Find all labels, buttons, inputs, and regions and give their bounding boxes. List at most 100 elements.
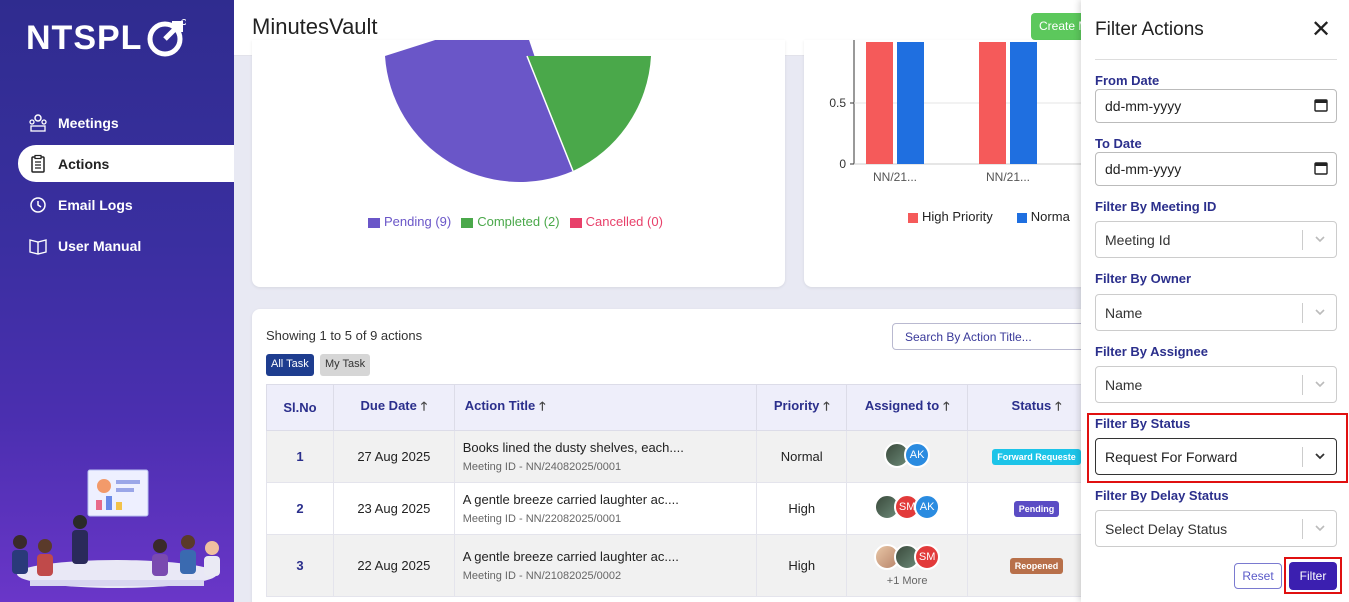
filter-panel-title: Filter Actions bbox=[1095, 19, 1204, 40]
col-sl-no: Sl.No bbox=[266, 384, 334, 431]
tab-my-task[interactable]: My Task bbox=[320, 354, 371, 376]
actions-table: Sl.No Due Date 🡑 Action Title 🡑 Priority 🡑 … bbox=[266, 384, 1106, 597]
sidebar-item-email-logs[interactable]: Email Logs bbox=[18, 186, 234, 223]
sort-arrow-icon[interactable]: 🡑 bbox=[823, 399, 830, 413]
x-tick-label: NN/21... bbox=[986, 170, 1030, 184]
search-input[interactable]: Search By Action Title... bbox=[892, 323, 1102, 350]
bar-high bbox=[866, 42, 893, 164]
cell-priority: High bbox=[756, 534, 848, 597]
select-separator bbox=[1302, 375, 1303, 395]
y-tick-label: 0.5 bbox=[829, 96, 846, 110]
calendar-icon[interactable] bbox=[1314, 161, 1328, 175]
tab-all-task[interactable]: All Task bbox=[266, 354, 314, 376]
sidebar-item-label: User Manual bbox=[58, 237, 142, 254]
clipboard-icon bbox=[28, 154, 48, 174]
status-select[interactable]: Request For Forward bbox=[1095, 438, 1337, 475]
status-highlight-box bbox=[1087, 413, 1348, 483]
cell-priority: Normal bbox=[756, 430, 848, 483]
legend-label: Pending (9) bbox=[384, 214, 452, 229]
delay-status-label: Filter By Delay Status bbox=[1095, 488, 1229, 503]
legend-item-cancelled[interactable]: Cancelled (0) bbox=[569, 214, 663, 229]
cell-sl: 2 bbox=[266, 482, 334, 535]
calendar-icon[interactable] bbox=[1314, 98, 1328, 112]
sidebar-item-meetings[interactable]: Meetings bbox=[18, 104, 234, 141]
meeting-id-text: Meeting ID - NN/22082025/0001 bbox=[462, 513, 622, 525]
avatar-initials[interactable]: AK bbox=[904, 442, 931, 468]
col-action-title[interactable]: Action Title 🡑 bbox=[453, 384, 758, 431]
sort-arrow-icon[interactable]: 🡑 bbox=[943, 399, 950, 413]
owner-select[interactable]: Name bbox=[1095, 294, 1337, 331]
sidebar-item-label: Actions bbox=[58, 155, 110, 172]
col-priority[interactable]: Priority 🡑 bbox=[756, 384, 848, 431]
bar-normal bbox=[1010, 42, 1037, 164]
status-label: Filter By Status bbox=[1095, 416, 1191, 431]
to-date-field[interactable]: dd-mm-yyyy bbox=[1095, 152, 1337, 186]
assignee-select[interactable]: Name bbox=[1095, 366, 1337, 403]
cell-due-date: 22 Aug 2025 bbox=[332, 534, 455, 597]
sort-arrow-icon[interactable]: 🡑 bbox=[420, 399, 428, 413]
chevron-down-icon[interactable] bbox=[1313, 521, 1327, 535]
meeting-id-label: Filter By Meeting ID bbox=[1095, 199, 1217, 214]
status-pie-chart bbox=[385, 40, 651, 182]
table-row[interactable]: 2 23 Aug 2025 A gentle breeze carried la… bbox=[266, 482, 1106, 535]
filter-button[interactable]: Filter bbox=[1289, 562, 1337, 590]
logo-mark-icon bbox=[147, 19, 187, 57]
cell-action-title[interactable]: A gentle breeze carried laughter ac.... … bbox=[453, 534, 758, 597]
select-separator bbox=[1302, 230, 1303, 250]
status-badge: Reopened bbox=[1009, 558, 1064, 574]
x-tick-label: NN/21... bbox=[873, 170, 917, 184]
action-title-text: A gentle breeze carried laughter ac.... bbox=[462, 549, 679, 564]
chevron-down-icon[interactable] bbox=[1313, 305, 1327, 319]
legend-item-normal[interactable]: Norma bbox=[1016, 209, 1070, 224]
cell-sl: 3 bbox=[266, 534, 334, 597]
legend-item-pending[interactable]: Pending (9) bbox=[368, 214, 451, 229]
meeting-id-text: Meeting ID - NN/24082025/0001 bbox=[462, 461, 622, 473]
cell-action-title[interactable]: Books lined the dusty shelves, each.... … bbox=[453, 430, 758, 483]
delay-status-select[interactable]: Select Delay Status bbox=[1095, 510, 1337, 547]
cell-action-title[interactable]: A gentle breeze carried laughter ac.... … bbox=[453, 482, 758, 535]
bar-legend: High Priority Norma bbox=[908, 209, 1070, 224]
table-row[interactable]: 1 27 Aug 2025 Books lined the dusty shel… bbox=[266, 430, 1106, 483]
chevron-down-icon[interactable] bbox=[1313, 449, 1327, 463]
history-icon bbox=[28, 195, 48, 215]
priority-bar-chart: 0.5 0 NN/21... NN/21... bbox=[829, 40, 1104, 184]
from-date-label: From Date bbox=[1095, 73, 1160, 88]
status-badge: Forward Requeste bbox=[992, 449, 1081, 465]
filter-panel: Filter Actions ✕ From Date dd-mm-yyyy To… bbox=[1081, 0, 1349, 602]
brand-logo: NTSPL bbox=[26, 18, 187, 58]
to-date-label: To Date bbox=[1095, 136, 1142, 151]
pie-legend: Pending (9) Completed (2) Cancelled (0) bbox=[368, 214, 663, 229]
cell-assigned: SM +1 More bbox=[846, 534, 969, 597]
priority-bar-card: 0.5 0 NN/21... NN/21... High Priority Norma bbox=[804, 40, 1104, 287]
cell-assigned: AK bbox=[846, 430, 969, 483]
from-date-field[interactable]: dd-mm-yyyy bbox=[1095, 89, 1337, 123]
meeting-illustration bbox=[12, 469, 220, 588]
sidebar-item-actions[interactable]: Actions bbox=[18, 145, 234, 182]
chevron-down-icon[interactable] bbox=[1313, 232, 1327, 246]
legend-item-high[interactable]: High Priority bbox=[908, 209, 993, 224]
more-assignees-link[interactable]: +1 More bbox=[886, 575, 928, 587]
bar-high bbox=[979, 42, 1006, 164]
action-title-text: A gentle breeze carried laughter ac.... bbox=[462, 492, 679, 507]
cell-due-date: 27 Aug 2025 bbox=[332, 430, 455, 483]
logo-text: NTSPL bbox=[26, 18, 143, 57]
sort-arrow-icon[interactable]: 🡑 bbox=[539, 399, 546, 413]
meetings-icon bbox=[28, 113, 48, 133]
chevron-down-icon[interactable] bbox=[1313, 377, 1327, 391]
close-icon[interactable]: ✕ bbox=[1311, 16, 1332, 43]
table-row[interactable]: 3 22 Aug 2025 A gentle breeze carried la… bbox=[266, 534, 1106, 597]
sidebar-item-label: Meetings bbox=[58, 114, 119, 131]
meeting-id-select[interactable]: Meeting Id bbox=[1095, 221, 1337, 258]
sort-arrow-icon[interactable]: 🡑 bbox=[1055, 399, 1062, 413]
col-due-date[interactable]: Due Date 🡑 bbox=[332, 384, 455, 431]
legend-item-completed[interactable]: Completed (2) bbox=[461, 214, 560, 229]
assignee-label: Filter By Assignee bbox=[1095, 344, 1208, 359]
avatar-initials[interactable]: SM bbox=[914, 544, 941, 570]
sidebar-item-user-manual[interactable]: User Manual bbox=[18, 227, 234, 264]
status-pie-card: Pending (9) Completed (2) Cancelled (0) bbox=[252, 40, 785, 287]
col-assigned-to[interactable]: Assigned to 🡑 bbox=[846, 384, 969, 431]
table-header-row: Sl.No Due Date 🡑 Action Title 🡑 Priority 🡑 … bbox=[266, 384, 1106, 431]
select-separator bbox=[1302, 303, 1303, 323]
reset-button[interactable]: Reset bbox=[1234, 563, 1282, 589]
avatar-initials[interactable]: AK bbox=[914, 494, 941, 520]
